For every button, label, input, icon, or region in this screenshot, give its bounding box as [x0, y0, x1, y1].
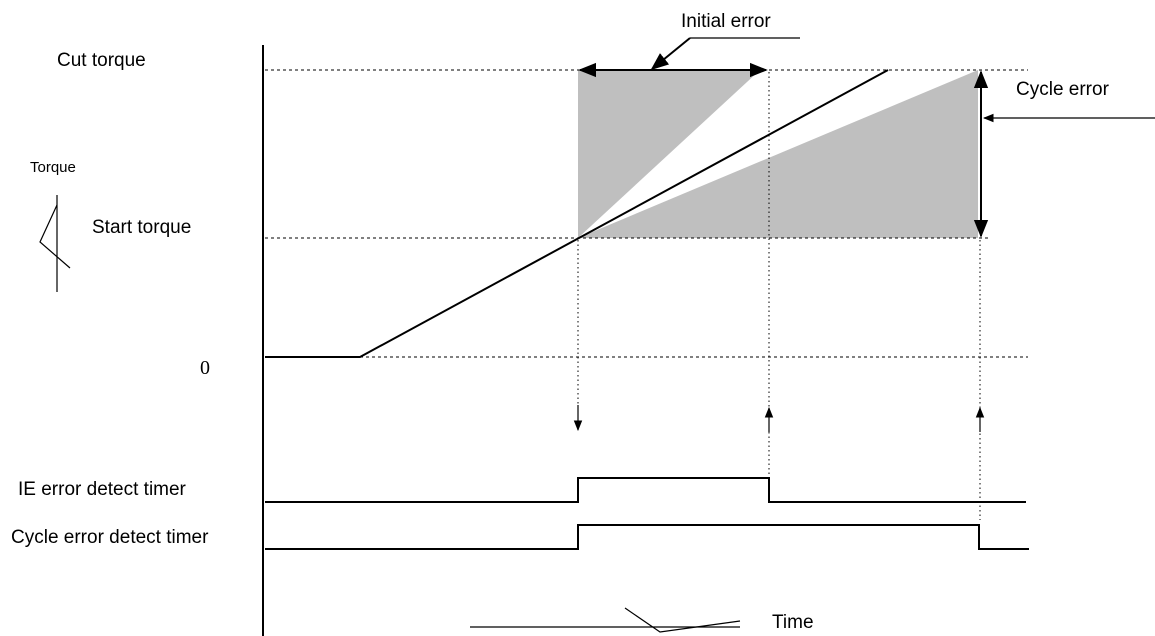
time-axis-break-symbol [624, 607, 741, 633]
time-axis-label: Time [772, 612, 814, 633]
ie-error-timer-waveform [265, 477, 1026, 503]
cycle-error-region [578, 70, 978, 238]
initial-error-label: Initial error [681, 11, 771, 32]
cycle-error-label: Cycle error [1016, 79, 1110, 100]
initial-error-region [578, 70, 760, 238]
ie-error-timer-label: IE error detect timer [18, 479, 187, 500]
torque-curve [265, 69, 889, 358]
zero-label: 0 [200, 357, 210, 379]
cycle-error-timer-label: Cycle error detect timer [11, 527, 209, 548]
cut-torque-label: Cut torque [57, 50, 146, 71]
initial-error-leader [650, 37, 691, 71]
torque-axis-break-symbol [39, 204, 71, 269]
cycle-error-timer-waveform [265, 524, 1029, 550]
torque-axis-label: Torque [30, 159, 76, 176]
start-torque-label: Start torque [92, 217, 191, 238]
